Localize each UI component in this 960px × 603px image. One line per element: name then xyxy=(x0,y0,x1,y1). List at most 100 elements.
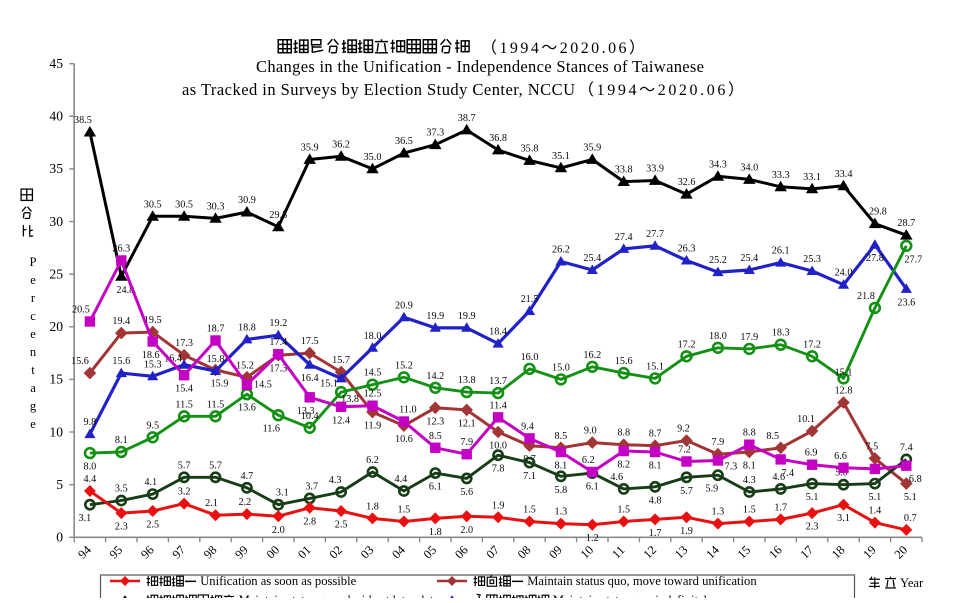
svg-text:27.7: 27.7 xyxy=(904,254,922,265)
svg-text:12.3: 12.3 xyxy=(426,416,444,427)
svg-text:9.4: 9.4 xyxy=(521,421,534,432)
svg-text:5.8: 5.8 xyxy=(555,485,568,496)
svg-text:12.1: 12.1 xyxy=(458,418,476,429)
svg-text:4.1: 4.1 xyxy=(144,477,157,488)
svg-text:15.1: 15.1 xyxy=(835,367,853,378)
svg-text:20.5: 20.5 xyxy=(72,305,90,316)
svg-text:26.3: 26.3 xyxy=(112,244,130,255)
svg-text:5.9: 5.9 xyxy=(706,484,719,495)
svg-text:5.1: 5.1 xyxy=(904,492,917,503)
svg-text:Maintain status quo indefinite: Maintain status quo indefinitely xyxy=(553,593,714,598)
svg-text:32.6: 32.6 xyxy=(678,177,696,188)
svg-text:11.4: 11.4 xyxy=(489,400,506,411)
svg-text:1.9: 1.9 xyxy=(680,526,693,537)
svg-text:27.7: 27.7 xyxy=(646,229,664,240)
svg-text:6.6: 6.6 xyxy=(834,451,847,462)
svg-text:13.6: 13.6 xyxy=(238,403,256,414)
svg-text:9.5: 9.5 xyxy=(146,420,159,431)
svg-text:15.6: 15.6 xyxy=(71,356,89,367)
svg-text:15.2: 15.2 xyxy=(395,360,413,371)
svg-text:19.4: 19.4 xyxy=(112,316,130,327)
svg-text:Maintain status quo, decide at: Maintain status quo, decide at later dat… xyxy=(239,593,440,598)
svg-text:18.4: 18.4 xyxy=(489,327,507,338)
svg-text:5.7: 5.7 xyxy=(178,460,191,471)
svg-text:13.3: 13.3 xyxy=(297,406,315,417)
svg-text:1.5: 1.5 xyxy=(398,505,411,516)
svg-text:n: n xyxy=(30,345,37,359)
svg-text:27.4: 27.4 xyxy=(615,232,633,243)
svg-text:17.5: 17.5 xyxy=(301,336,319,347)
svg-text:16.2: 16.2 xyxy=(583,350,601,361)
svg-text:15.2: 15.2 xyxy=(236,360,254,371)
svg-text:16.0: 16.0 xyxy=(521,352,539,363)
svg-text:15.0: 15.0 xyxy=(552,362,570,373)
svg-text:36.8: 36.8 xyxy=(489,133,507,144)
svg-text:35.9: 35.9 xyxy=(583,143,601,154)
svg-text:27.8: 27.8 xyxy=(866,253,884,264)
svg-text:1.3: 1.3 xyxy=(712,507,725,518)
svg-text:8.1: 8.1 xyxy=(115,435,128,446)
svg-text:12.4: 12.4 xyxy=(332,415,350,426)
svg-text:37.3: 37.3 xyxy=(426,128,444,139)
svg-text:8.0: 8.0 xyxy=(84,462,97,473)
svg-text:35.0: 35.0 xyxy=(364,152,382,163)
svg-text:9.2: 9.2 xyxy=(677,424,690,435)
svg-text:7.1: 7.1 xyxy=(523,471,536,482)
svg-text:7.9: 7.9 xyxy=(460,437,473,448)
svg-text:25: 25 xyxy=(49,267,63,282)
svg-text:e: e xyxy=(30,327,36,341)
svg-text:14.5: 14.5 xyxy=(254,380,272,391)
svg-text:35.9: 35.9 xyxy=(301,143,319,154)
svg-text:（1994～2020.06）: （1994～2020.06） xyxy=(481,39,645,57)
svg-text:2.8: 2.8 xyxy=(303,516,316,527)
svg-text:10: 10 xyxy=(49,424,63,439)
svg-text:15.9: 15.9 xyxy=(211,379,229,390)
svg-text:25.4: 25.4 xyxy=(740,253,758,264)
svg-text:2.1: 2.1 xyxy=(205,498,218,509)
svg-text:3.5: 3.5 xyxy=(115,484,128,495)
svg-text:13.8: 13.8 xyxy=(458,375,476,386)
svg-text:19.9: 19.9 xyxy=(458,311,476,322)
svg-text:17.4: 17.4 xyxy=(269,337,287,348)
svg-text:6.1: 6.1 xyxy=(429,482,442,493)
svg-text:15.4: 15.4 xyxy=(175,384,193,395)
svg-text:15.6: 15.6 xyxy=(112,356,130,367)
svg-text:17.3: 17.3 xyxy=(269,364,287,375)
svg-text:1.4: 1.4 xyxy=(869,506,882,517)
svg-text:4.4: 4.4 xyxy=(84,474,97,485)
svg-text:5.1: 5.1 xyxy=(869,492,882,503)
svg-text:5.1: 5.1 xyxy=(806,492,819,503)
svg-text:10.6: 10.6 xyxy=(395,434,413,445)
svg-text:20: 20 xyxy=(49,319,63,334)
svg-text:1.5: 1.5 xyxy=(523,505,536,516)
svg-text:7.3: 7.3 xyxy=(725,462,738,473)
svg-text:4.7: 4.7 xyxy=(241,471,254,482)
svg-text:18.0: 18.0 xyxy=(364,331,382,342)
svg-text:8.1: 8.1 xyxy=(743,461,756,472)
svg-text:14.5: 14.5 xyxy=(364,368,382,379)
svg-text:5: 5 xyxy=(56,477,63,492)
svg-text:25.4: 25.4 xyxy=(583,253,601,264)
svg-text:9.8: 9.8 xyxy=(84,417,97,428)
svg-text:4.3: 4.3 xyxy=(329,475,342,486)
svg-text:12.5: 12.5 xyxy=(364,389,382,400)
svg-text:15: 15 xyxy=(49,372,63,387)
svg-text:33.3: 33.3 xyxy=(772,170,790,181)
svg-text:1.9: 1.9 xyxy=(492,500,505,511)
svg-text:33.9: 33.9 xyxy=(646,164,664,175)
svg-text:2.0: 2.0 xyxy=(272,525,285,536)
svg-text:0.7: 0.7 xyxy=(904,513,917,524)
svg-text:19.2: 19.2 xyxy=(269,318,287,329)
svg-text:8.1: 8.1 xyxy=(649,461,662,472)
svg-text:3.2: 3.2 xyxy=(178,487,191,498)
svg-text:1.5: 1.5 xyxy=(617,505,630,516)
svg-text:45: 45 xyxy=(49,56,63,71)
svg-text:1.7: 1.7 xyxy=(649,528,662,539)
svg-text:18.6: 18.6 xyxy=(142,350,160,361)
svg-text:38.5: 38.5 xyxy=(74,115,92,126)
svg-text:6.2: 6.2 xyxy=(582,455,595,466)
svg-text:30: 30 xyxy=(49,214,63,229)
svg-text:15.8: 15.8 xyxy=(207,354,225,365)
svg-text:17.9: 17.9 xyxy=(740,332,758,343)
svg-text:33.4: 33.4 xyxy=(835,169,853,180)
